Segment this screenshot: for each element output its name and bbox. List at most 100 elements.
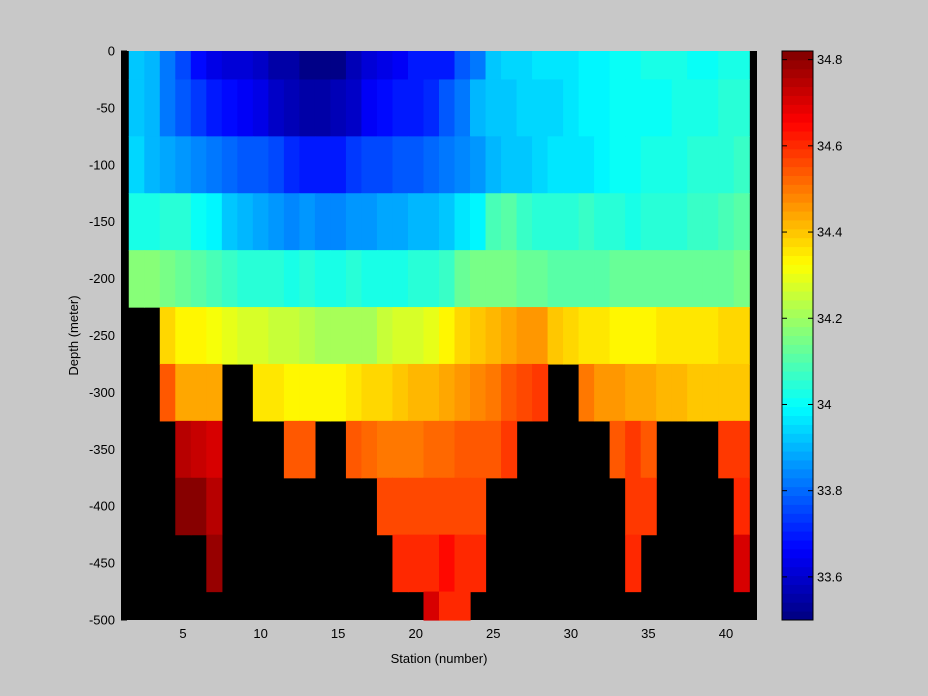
colorbar-segment	[782, 308, 813, 319]
y-tick-label: -100	[89, 157, 115, 172]
y-tick-label: -250	[89, 328, 115, 343]
heatmap-cell	[330, 136, 347, 194]
heatmap-cell	[625, 79, 642, 137]
colorbar-segment	[782, 291, 813, 301]
colorbar-segment	[782, 326, 813, 336]
heatmap-cell	[594, 250, 611, 308]
heatmap-cell	[345, 79, 363, 137]
heatmap-cell	[532, 136, 549, 194]
heatmap-cell	[206, 193, 223, 251]
heatmap-cell	[268, 250, 285, 308]
heatmap-cell	[190, 79, 207, 137]
heatmap-cell	[454, 477, 471, 536]
heatmap-cell	[299, 420, 316, 479]
colorbar-segment	[782, 51, 813, 61]
heatmap-cell	[407, 420, 425, 479]
colorbar-segment	[782, 335, 813, 345]
heatmap-cell	[733, 51, 750, 81]
colorbar-segment	[782, 575, 813, 585]
heatmap-cell	[283, 79, 300, 137]
heatmap-cell	[640, 136, 657, 194]
x-axis: 5 10 15 20 25 30 35 40	[179, 614, 733, 641]
heatmap-cell	[407, 193, 425, 251]
heatmap-cell	[563, 250, 580, 308]
heatmap-cell	[128, 193, 145, 251]
heatmap-cell	[330, 79, 347, 137]
heatmap-cell	[470, 136, 487, 194]
heatmap-cell	[252, 51, 269, 81]
heatmap-cell	[407, 307, 425, 365]
heatmap-cell	[221, 136, 238, 194]
heatmap-cell	[640, 477, 657, 536]
colorbar-segment	[782, 602, 813, 612]
heatmap-cell	[718, 193, 735, 251]
heatmap-cell	[439, 477, 456, 536]
heatmap-cell	[299, 193, 316, 251]
heatmap-cell	[144, 250, 161, 308]
heatmap-cell	[407, 534, 425, 593]
heatmap-cell	[516, 79, 533, 137]
heatmap-cell	[221, 307, 238, 365]
heatmap-cell	[439, 250, 456, 308]
heatmap-cell	[501, 193, 518, 251]
heatmap-cell	[733, 477, 750, 536]
heatmap-cell	[687, 79, 704, 137]
heatmap-cell	[423, 193, 440, 251]
heatmap-cell	[470, 307, 487, 365]
heatmap-cell	[656, 363, 673, 422]
heatmap-cell	[283, 420, 300, 479]
heatmap-cell	[470, 363, 487, 422]
heatmap-cell	[175, 363, 192, 422]
y-tick-label: -400	[89, 499, 115, 514]
y-tick-label: -300	[89, 385, 115, 400]
heatmap-cell	[407, 79, 425, 137]
heatmap-cell	[345, 136, 363, 194]
heatmap-cell	[625, 136, 642, 194]
heatmap-cell	[439, 136, 456, 194]
heatmap-cell	[718, 363, 735, 422]
colorbar-segment	[782, 219, 813, 230]
heatmap-cell	[733, 363, 750, 422]
colorbar-segment	[782, 353, 813, 363]
colorbar-segment	[782, 424, 813, 434]
heatmap-cell	[733, 250, 750, 308]
heatmap-cell	[423, 307, 440, 365]
colorbar-segment	[782, 122, 813, 132]
heatmap-cell	[578, 193, 595, 251]
colorbar-segment	[782, 504, 813, 514]
colorbar-segment	[782, 317, 813, 328]
heatmap-cell	[454, 51, 471, 81]
heatmap-cell	[252, 307, 269, 365]
colorbar-segment	[782, 486, 813, 497]
heatmap-cell	[268, 79, 285, 137]
colorbar-segment	[782, 237, 813, 248]
colorbar-segment	[782, 113, 813, 123]
heatmap-cell	[299, 79, 316, 137]
heatmap-cell	[392, 477, 409, 536]
heatmap-cell	[361, 136, 378, 194]
heatmap-cell	[190, 420, 207, 479]
heatmap-cell	[470, 477, 487, 536]
colorbar-segment	[782, 77, 813, 88]
colorbar: 34.8 34.6 34.4 34.2 34 33.8 33.6	[781, 50, 842, 621]
colorbar-segment	[782, 477, 813, 488]
heatmap-cell	[718, 307, 735, 365]
heatmap-cell	[640, 250, 657, 308]
heatmap-cell	[299, 307, 316, 365]
heatmap-cell	[221, 193, 238, 251]
colorbar-tick-label: 33.6	[817, 569, 842, 584]
heatmap-cell	[671, 307, 688, 365]
heatmap-cell	[609, 307, 626, 365]
heatmap-cell	[190, 136, 207, 194]
heatmap-cell	[671, 79, 688, 137]
colorbar-segment	[782, 451, 813, 461]
heatmap-cell	[376, 420, 394, 479]
colorbar-segment	[782, 362, 813, 372]
heatmap-cell	[128, 136, 145, 194]
heatmap-cell	[671, 136, 688, 194]
colorbar-segment	[782, 148, 813, 159]
y-axis-label: Depth (meter)	[66, 295, 81, 375]
heatmap-cell	[423, 420, 440, 479]
heatmap-cell	[392, 420, 409, 479]
heatmap-cell	[454, 307, 471, 365]
